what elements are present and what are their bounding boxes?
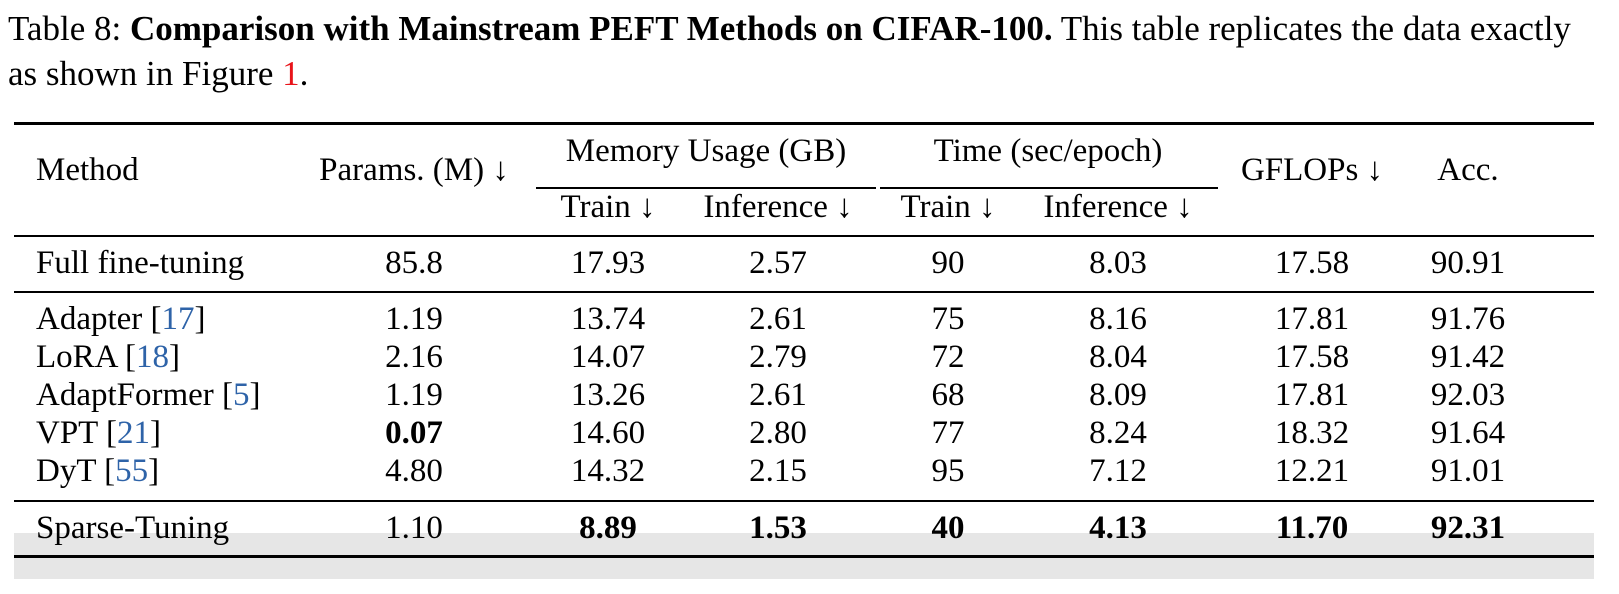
cell-mem-train: 14.60 bbox=[570, 415, 646, 451]
cell-acc: 91.42 bbox=[1430, 339, 1506, 375]
cell-acc: 91.76 bbox=[1430, 301, 1506, 337]
cell-mem-train: 13.74 bbox=[570, 301, 646, 337]
cell-time-train: 90 bbox=[931, 245, 965, 281]
cell-method: LoRA [18] bbox=[36, 339, 180, 375]
cell-params: 4.80 bbox=[385, 453, 443, 489]
cell-gflops: 17.81 bbox=[1274, 377, 1350, 413]
cell-params: 1.19 bbox=[385, 377, 443, 413]
cell-mem-inference: 2.80 bbox=[749, 415, 807, 451]
cell-mem-train: 17.93 bbox=[570, 245, 646, 281]
cell-mem-inference: 2.57 bbox=[749, 245, 807, 281]
header-params: Params. (M) ↓ bbox=[319, 152, 509, 188]
caption-title: Comparison with Mainstream PEFT Methods … bbox=[129, 9, 1053, 48]
cell-method: VPT [21] bbox=[36, 415, 161, 451]
cell-time-train: 68 bbox=[931, 377, 965, 413]
citation-link[interactable]: 55 bbox=[115, 453, 149, 489]
cell-acc: 92.03 bbox=[1430, 377, 1506, 413]
cell-acc: 91.64 bbox=[1430, 415, 1506, 451]
figure-ref-link[interactable]: 1 bbox=[282, 54, 300, 93]
cell-time-inference: 4.13 bbox=[1089, 510, 1147, 546]
cell-mem-train: 14.32 bbox=[570, 453, 646, 489]
cell-acc: 91.01 bbox=[1430, 453, 1506, 489]
cell-time-train: 40 bbox=[931, 510, 965, 546]
cell-mem-inference: 2.61 bbox=[749, 377, 807, 413]
caption-end: . bbox=[299, 54, 309, 93]
cell-method: Adapter [17] bbox=[36, 301, 206, 337]
cell-gflops: 12.21 bbox=[1274, 453, 1350, 489]
cell-time-inference: 8.04 bbox=[1089, 339, 1147, 375]
cell-gflops: 18.32 bbox=[1274, 415, 1350, 451]
header-time-inference: Inference ↓ bbox=[1043, 189, 1193, 225]
cell-time-train: 75 bbox=[931, 301, 965, 337]
header-mem-train: Train ↓ bbox=[560, 189, 656, 225]
memory-group-rule bbox=[536, 187, 876, 189]
citation-link[interactable]: 17 bbox=[161, 301, 195, 337]
table-caption: Table 8: Comparison with Mainstream PEFT… bbox=[8, 6, 1608, 96]
cell-mem-inference: 2.79 bbox=[749, 339, 807, 375]
cell-time-inference: 7.12 bbox=[1089, 453, 1147, 489]
header-time-train: Train ↓ bbox=[900, 189, 996, 225]
cell-acc: 90.91 bbox=[1430, 245, 1506, 281]
method-rule bbox=[14, 500, 1594, 502]
citation-link[interactable]: 5 bbox=[233, 377, 250, 413]
cell-params: 85.8 bbox=[385, 245, 443, 281]
method-name: Full fine-tuning bbox=[36, 245, 245, 281]
cell-gflops: 17.81 bbox=[1274, 301, 1350, 337]
header-mem-inference: Inference ↓ bbox=[703, 189, 853, 225]
cell-time-train: 72 bbox=[931, 339, 965, 375]
cell-params: 2.16 bbox=[385, 339, 443, 375]
header-acc: Acc. bbox=[1437, 152, 1499, 188]
header-memory-group: Memory Usage (GB) bbox=[565, 133, 847, 169]
cell-params: 1.10 bbox=[385, 510, 443, 546]
top-rule bbox=[14, 122, 1594, 125]
cell-time-train: 77 bbox=[931, 415, 965, 451]
header-gflops: GFLOPs ↓ bbox=[1240, 152, 1384, 188]
method-name: DyT bbox=[36, 453, 96, 489]
time-group-rule bbox=[880, 187, 1218, 189]
method-name: Sparse-Tuning bbox=[36, 510, 230, 546]
cell-method: AdaptFormer [5] bbox=[36, 377, 261, 413]
header-time-group: Time (sec/epoch) bbox=[933, 133, 1163, 169]
cell-mem-inference: 1.53 bbox=[749, 510, 807, 546]
citation-link[interactable]: 18 bbox=[135, 339, 169, 375]
cell-method: Full fine-tuning bbox=[36, 243, 244, 283]
cell-mem-train: 14.07 bbox=[570, 339, 646, 375]
cell-gflops: 11.70 bbox=[1275, 510, 1349, 546]
bottom-rule bbox=[14, 555, 1594, 558]
caption-label: Table 8: bbox=[8, 9, 122, 48]
cell-gflops: 17.58 bbox=[1274, 245, 1350, 281]
method-name: Adapter bbox=[36, 301, 143, 337]
cell-acc: 92.31 bbox=[1430, 510, 1506, 546]
method-name: LoRA bbox=[36, 339, 117, 375]
cell-params: 1.19 bbox=[385, 301, 443, 337]
cell-time-train: 95 bbox=[931, 453, 965, 489]
cell-mem-train: 8.89 bbox=[579, 510, 637, 546]
cell-params: 0.07 bbox=[385, 415, 443, 451]
header-rule bbox=[14, 235, 1594, 237]
cell-method: DyT [55] bbox=[36, 453, 160, 489]
cell-gflops: 17.58 bbox=[1274, 339, 1350, 375]
cell-method: Sparse-Tuning bbox=[36, 508, 229, 548]
method-name: AdaptFormer bbox=[36, 377, 214, 413]
header-method: Method bbox=[36, 152, 139, 188]
cell-mem-inference: 2.61 bbox=[749, 301, 807, 337]
baseline-rule bbox=[14, 291, 1594, 293]
caption-text: This table replicates the data exactly a… bbox=[8, 9, 1571, 93]
method-name: VPT bbox=[36, 415, 98, 451]
cell-time-inference: 8.24 bbox=[1089, 415, 1147, 451]
cell-time-inference: 8.09 bbox=[1089, 377, 1147, 413]
cell-mem-train: 13.26 bbox=[570, 377, 646, 413]
cell-time-inference: 8.03 bbox=[1089, 245, 1147, 281]
cell-time-inference: 8.16 bbox=[1089, 301, 1147, 337]
citation-link[interactable]: 21 bbox=[117, 415, 150, 451]
cell-mem-inference: 2.15 bbox=[749, 453, 807, 489]
